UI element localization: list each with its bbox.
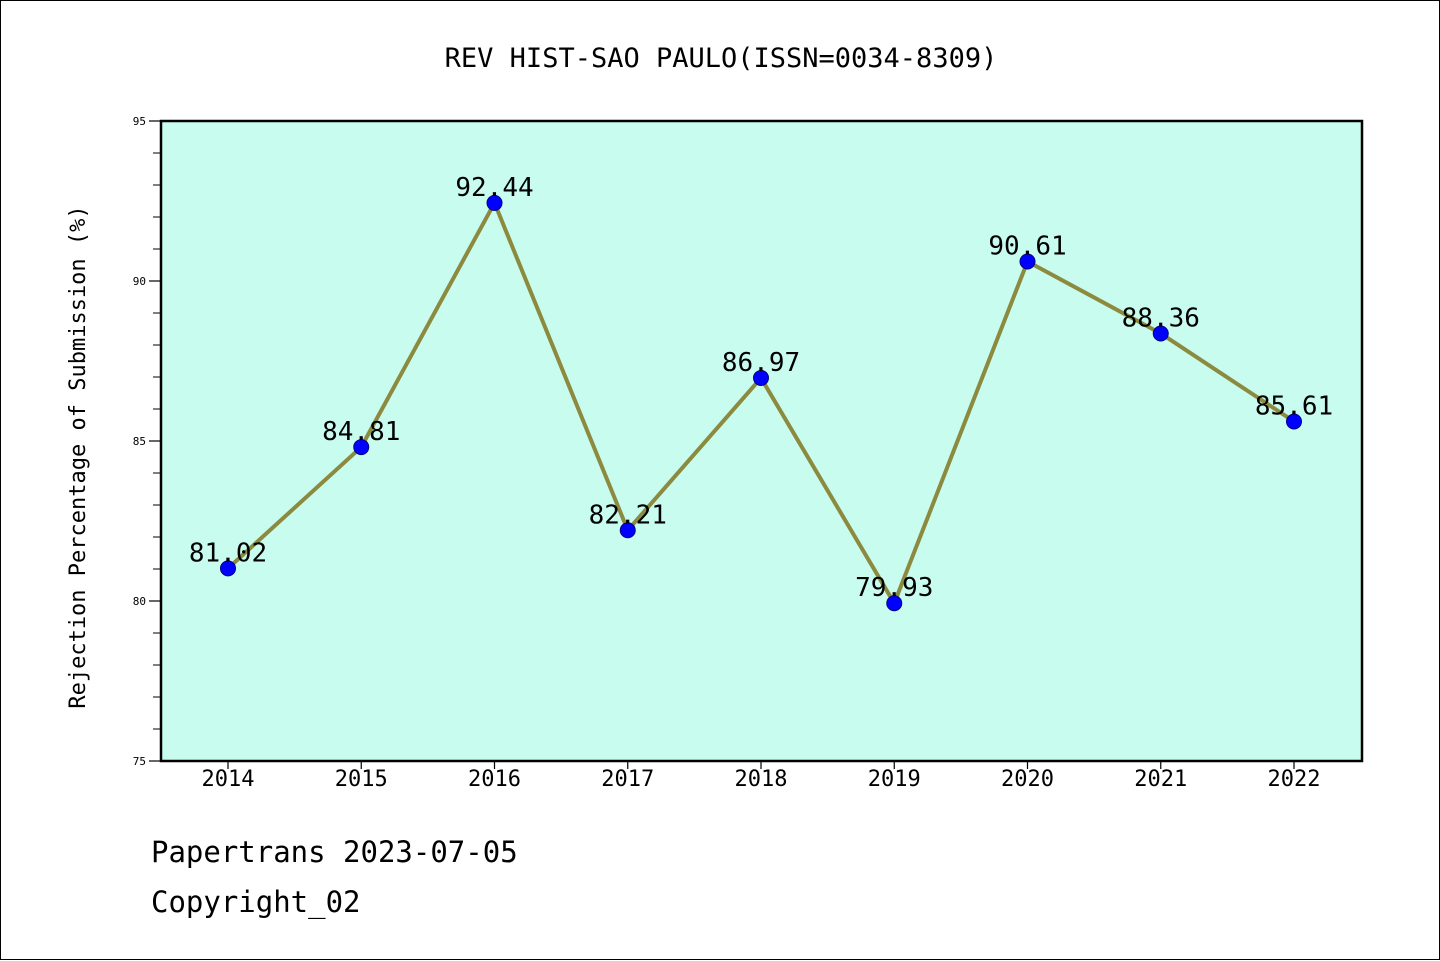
- data-point: [1019, 253, 1036, 270]
- data-point: [220, 560, 236, 577]
- data-point: [1152, 325, 1169, 342]
- x-tick-label: 2020: [1001, 767, 1054, 792]
- data-label: 92.44: [455, 173, 533, 203]
- y-tick-label: 75: [133, 755, 146, 768]
- data-label: 82.21: [589, 500, 667, 530]
- data-label: 84.81: [322, 417, 400, 447]
- y-tick-label: 80: [133, 595, 146, 608]
- x-tick-label: 2021: [1134, 767, 1187, 792]
- x-tick-label: 2017: [601, 767, 654, 792]
- data-point: [886, 595, 903, 612]
- x-tick-label: 2015: [335, 767, 388, 792]
- data-label: 79.93: [855, 573, 933, 603]
- data-label: 81.02: [189, 538, 267, 568]
- y-axis-label: Rejection Percentage of Submission (%): [66, 205, 91, 708]
- x-tick-label: 2014: [202, 767, 255, 792]
- axis-ticks: 75 80 85 90 95 2014 2015 2016 2017 2018 2019 2020 20…: [133, 115, 1321, 792]
- data-label: 85.61: [1255, 391, 1333, 421]
- data-label: 90.61: [988, 231, 1066, 261]
- data-point: [353, 439, 370, 456]
- data-labels: 81.02 84.81 92.44 82.21 86.97 79.93 90.61 88.36…: [189, 173, 1333, 603]
- y-tick-label: 90: [133, 275, 146, 288]
- x-tick-label: 2016: [468, 767, 521, 792]
- data-label: 88.36: [1122, 303, 1200, 333]
- data-point: [486, 194, 503, 211]
- y-tick-label: 85: [133, 435, 146, 448]
- x-tick-label: 2022: [1268, 767, 1321, 792]
- data-point: [619, 522, 636, 539]
- footer-copyright: Copyright_02: [151, 885, 361, 919]
- y-tick-label: 95: [133, 115, 146, 128]
- data-point: [1286, 413, 1302, 430]
- x-tick-label: 2018: [735, 767, 788, 792]
- chart-title: REV HIST-SAO PAULO(ISSN=0034-8309): [445, 43, 998, 74]
- data-point: [753, 369, 769, 386]
- footer-date: Papertrans 2023-07-05: [151, 835, 518, 869]
- data-markers: [220, 194, 1302, 612]
- data-label: 86.97: [722, 348, 800, 378]
- x-tick-label: 2019: [868, 767, 921, 792]
